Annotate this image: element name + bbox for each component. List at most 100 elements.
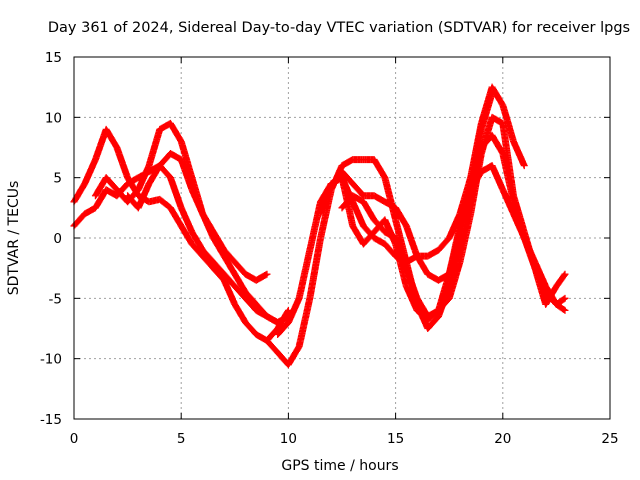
marker-run <box>157 151 174 169</box>
marker-run <box>189 241 206 259</box>
y-tick-label: -15 <box>40 412 62 428</box>
grid <box>74 57 610 419</box>
marker-run <box>253 301 270 319</box>
marker-run <box>221 253 238 277</box>
marker-run <box>489 84 506 108</box>
marker-run <box>382 229 398 241</box>
marker-run <box>436 271 452 284</box>
marker-run <box>553 271 568 289</box>
marker-run <box>489 163 506 192</box>
marker-run <box>295 296 313 349</box>
marker-run <box>178 157 195 192</box>
x-tick-label: 0 <box>70 431 79 447</box>
marker-run <box>510 193 528 235</box>
data-marks <box>70 83 569 369</box>
marker-run <box>242 289 259 307</box>
marker-run <box>489 133 506 156</box>
marker-run <box>499 103 517 144</box>
marker-run <box>467 127 485 192</box>
y-tick-label: 10 <box>45 110 62 126</box>
marker-run <box>71 211 88 229</box>
marker-run <box>167 205 184 229</box>
marker-run <box>135 163 152 192</box>
marker-run <box>210 265 227 283</box>
marker-run <box>414 253 431 277</box>
series-track-4 <box>124 150 271 284</box>
marker-run <box>478 91 496 132</box>
marker-run <box>392 235 410 271</box>
marker-run <box>178 139 195 180</box>
marker-run <box>510 139 528 168</box>
marker-run <box>446 229 464 277</box>
marker-run <box>92 187 109 211</box>
y-tick-label: 15 <box>45 50 62 66</box>
marker-run <box>489 114 506 127</box>
y-tick-labels: -15 -10 -5 0 5 10 15 <box>40 50 62 428</box>
marker-run <box>200 253 216 271</box>
marker-run <box>275 320 291 337</box>
marker-run <box>403 223 421 259</box>
marker-run <box>103 127 120 150</box>
marker-run <box>339 169 356 187</box>
x-tick-label: 20 <box>494 431 511 447</box>
marker-run <box>499 187 517 217</box>
series-track-8 <box>338 113 569 320</box>
y-tick-label: -10 <box>40 352 62 368</box>
marker-run <box>146 163 163 186</box>
marker-run <box>425 313 442 331</box>
marker-run <box>264 338 281 356</box>
x-axis-label: GPS time / hours <box>281 458 398 474</box>
marker-run <box>350 192 366 205</box>
marker-run <box>392 205 410 229</box>
data-point <box>561 294 569 302</box>
marker-run <box>554 295 568 307</box>
marker-run <box>446 211 463 241</box>
data-point <box>561 270 569 278</box>
data-point <box>561 306 569 314</box>
marker-run <box>349 199 367 229</box>
x-tick-labels: 0 5 10 15 20 25 <box>70 431 619 447</box>
plot-border <box>73 56 611 420</box>
marker-run <box>521 229 539 271</box>
marker-run <box>435 295 452 313</box>
marker-run <box>446 260 463 301</box>
marker-run <box>382 241 399 259</box>
marker-run <box>168 150 184 163</box>
marker-run <box>178 205 195 235</box>
x-tick-label: 15 <box>387 431 404 447</box>
marker-run <box>456 211 474 265</box>
marker-run <box>295 247 313 301</box>
marker-run <box>71 181 88 205</box>
marker-run <box>232 283 249 301</box>
marker-run <box>81 157 99 186</box>
marker-run <box>232 259 249 277</box>
y-tick-label: -5 <box>49 291 62 307</box>
marker-run <box>232 302 249 325</box>
data-point <box>520 162 528 170</box>
marker-run <box>210 229 227 253</box>
data-point <box>263 270 271 278</box>
marker-run <box>285 344 302 367</box>
marker-run <box>371 192 388 205</box>
marker-run <box>242 320 259 337</box>
marker-run <box>221 247 238 265</box>
x-tick-label: 25 <box>601 431 618 447</box>
marker-run <box>82 205 98 217</box>
marker-run <box>285 296 303 325</box>
marker-run <box>103 175 120 193</box>
marker-run <box>167 121 184 144</box>
marker-run <box>114 187 131 205</box>
marker-run <box>350 181 366 199</box>
data-point <box>488 89 496 97</box>
marker-run <box>189 187 206 217</box>
chart-title: Day 361 of 2024, Sidereal Day-to-day VTE… <box>48 20 630 36</box>
marker-run <box>113 145 131 180</box>
marker-run <box>242 295 259 313</box>
marker-run <box>371 157 388 180</box>
marker-run <box>157 196 173 211</box>
marker-run <box>221 278 238 307</box>
series-track-9 <box>338 89 496 284</box>
y-tick-label: 0 <box>53 231 62 247</box>
x-tick-label: 5 <box>177 431 186 447</box>
marker-run <box>145 127 163 168</box>
